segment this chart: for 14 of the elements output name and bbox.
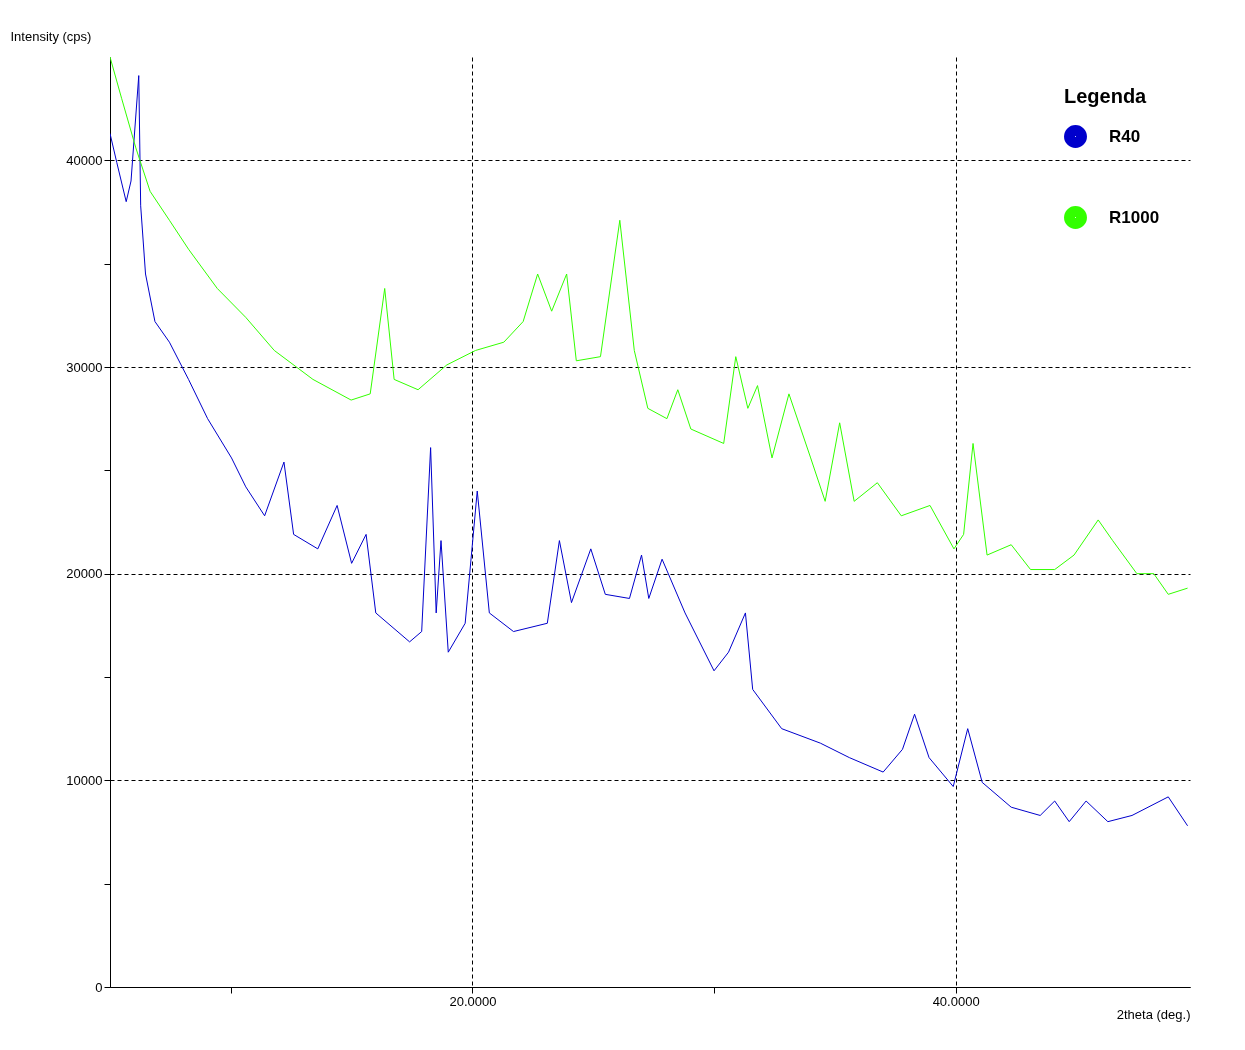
y-tick-label: 20000 xyxy=(66,566,103,582)
legend-label: R1000 xyxy=(1109,207,1160,227)
x-tick-label: 20.0000 xyxy=(449,993,497,1009)
y-tick-label: 40000 xyxy=(66,152,103,168)
y-tick-label: 30000 xyxy=(66,359,103,375)
y-tick-label: 0 xyxy=(95,979,103,995)
y-tick-label: 10000 xyxy=(66,772,103,788)
y-axis-title: Intensity (cps) xyxy=(10,28,92,44)
legend-label: R40 xyxy=(1109,126,1141,146)
line-series xyxy=(110,75,1189,827)
legend-title: Legenda xyxy=(1064,85,1148,107)
x-axis-title: 2theta (deg.) xyxy=(1116,1006,1191,1022)
line-series xyxy=(110,57,1189,595)
x-tick-label: 40.0000 xyxy=(932,993,980,1009)
